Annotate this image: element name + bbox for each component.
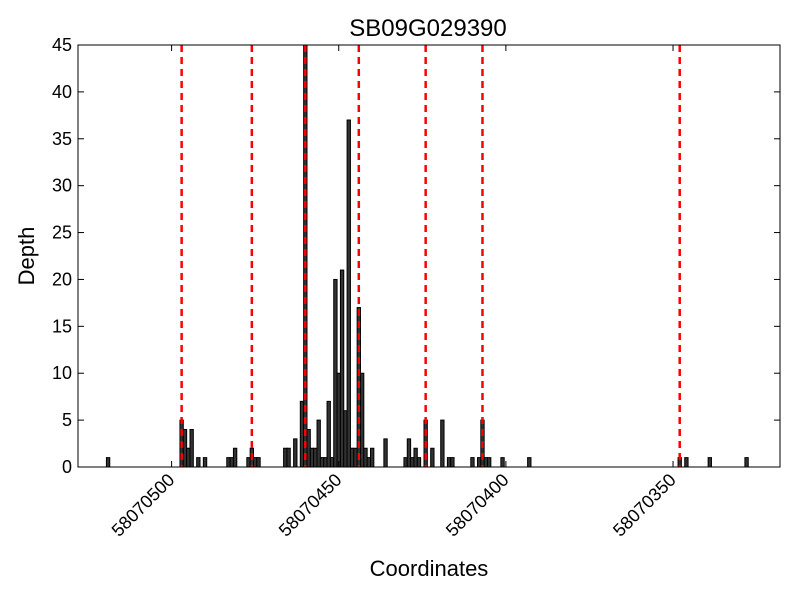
- bar: [470, 457, 475, 468]
- y-axis-label: Depth: [14, 227, 39, 286]
- bar: [343, 410, 348, 468]
- bar: [476, 457, 482, 468]
- y-tick-label: 20: [52, 269, 72, 289]
- bar: [403, 457, 408, 468]
- bar: [306, 428, 311, 468]
- y-tick-label: 10: [52, 363, 72, 383]
- bar: [487, 457, 492, 468]
- bar: [684, 457, 689, 468]
- bar: [430, 447, 435, 468]
- bar: [450, 457, 455, 468]
- chart-title: SB09G029390: [349, 15, 506, 42]
- bar: [446, 457, 452, 468]
- y-tick-label: 30: [52, 176, 72, 196]
- bar: [416, 457, 422, 468]
- x-axis-label: Coordinates: [370, 556, 489, 581]
- bar: [707, 457, 712, 468]
- y-tick-label: 15: [52, 316, 72, 336]
- bar: [329, 457, 335, 468]
- bar: [363, 447, 368, 468]
- bar: [182, 428, 188, 468]
- plot-frame: [77, 44, 781, 468]
- y-tick-label: 5: [62, 410, 72, 430]
- bar: [336, 372, 341, 468]
- bar: [313, 447, 318, 468]
- bar: [309, 447, 315, 468]
- bar: [196, 457, 201, 468]
- bar: [326, 400, 331, 468]
- bar: [527, 457, 532, 468]
- bar: [226, 457, 231, 468]
- bar: [483, 457, 488, 468]
- bar: [383, 438, 388, 468]
- bar: [410, 457, 415, 468]
- bar: [346, 119, 351, 468]
- bar: [323, 457, 328, 468]
- bar: [339, 269, 345, 468]
- bar: [500, 457, 505, 468]
- bar: [316, 419, 321, 468]
- bar: [333, 278, 338, 468]
- bar: [186, 447, 191, 468]
- bar: [319, 457, 325, 468]
- bar: [413, 447, 418, 468]
- bar: [370, 447, 375, 468]
- bar: [283, 447, 288, 468]
- bar: [293, 438, 298, 468]
- bar: [299, 400, 305, 468]
- y-tick-label: 35: [52, 129, 72, 149]
- y-tick-label: 40: [52, 82, 72, 102]
- bar: [253, 457, 258, 468]
- bar: [286, 447, 291, 468]
- y-tick-label: 0: [62, 457, 72, 477]
- y-tick-label: 25: [52, 223, 72, 243]
- bar: [353, 447, 358, 468]
- bar: [246, 457, 251, 468]
- bar: [406, 438, 412, 468]
- bar: [229, 457, 234, 468]
- bar: [232, 447, 238, 468]
- bar: [256, 457, 261, 468]
- bar: [349, 447, 355, 468]
- bar: [359, 372, 365, 468]
- bar: [105, 457, 111, 468]
- bar: [202, 457, 208, 468]
- bar: [440, 419, 445, 468]
- bar: [189, 428, 194, 468]
- y-tick-label: 45: [52, 35, 72, 55]
- bar: [366, 457, 371, 468]
- bar: [744, 457, 749, 468]
